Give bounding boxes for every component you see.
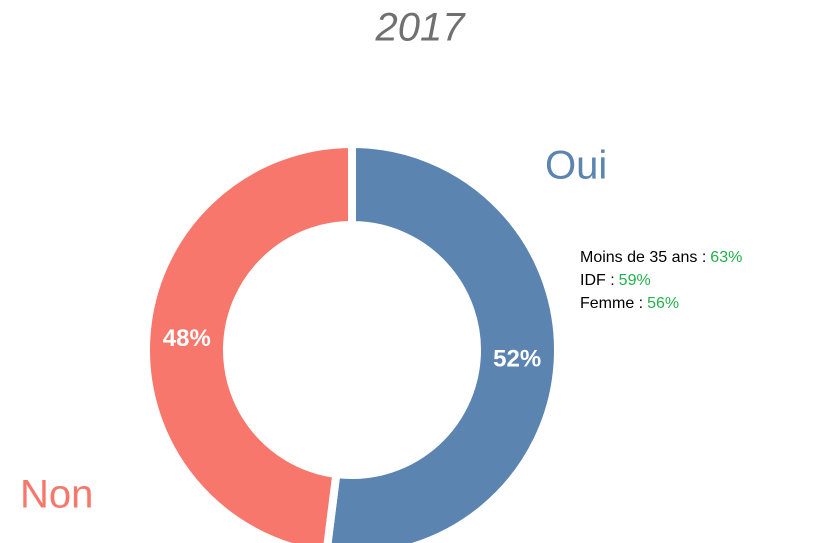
annotation: IDF :59% <box>580 272 651 289</box>
annotation-value: 59% <box>619 272 651 289</box>
annotation-value: 63% <box>710 249 742 266</box>
donut-slice <box>323 139 562 543</box>
annotation-label: Femme : <box>580 295 643 312</box>
chart-title: 2017 <box>375 6 467 50</box>
category-label: Non <box>20 473 93 517</box>
annotation-label: Moins de 35 ans : <box>580 249 706 266</box>
annotation: Femme :56% <box>580 295 679 312</box>
category-label: Oui <box>545 144 607 188</box>
slice-label: 52% <box>493 346 541 373</box>
annotation-value: 56% <box>647 295 679 312</box>
annotation-label: IDF : <box>580 272 615 289</box>
donut-slice <box>142 139 356 543</box>
annotation: Moins de 35 ans :63% <box>580 249 742 266</box>
slice-label: 48% <box>163 325 211 352</box>
